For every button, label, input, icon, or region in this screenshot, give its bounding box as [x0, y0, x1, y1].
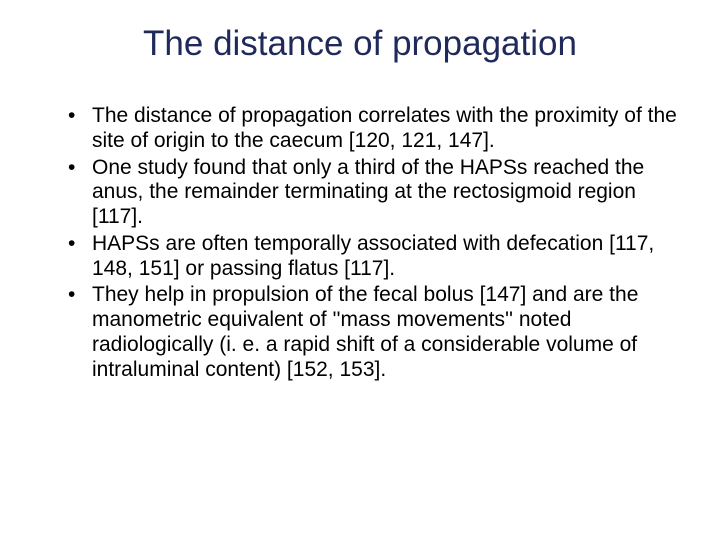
bullet-item: One study found that only a third of the…	[68, 156, 680, 230]
slide-title: The distance of propagation	[40, 24, 680, 64]
bullet-item: HAPSs are often temporally associated wi…	[68, 232, 680, 282]
slide-container: The distance of propagation The distance…	[0, 0, 720, 540]
bullet-item: They help in propulsion of the fecal bol…	[68, 283, 680, 382]
bullet-item: The distance of propagation correlates w…	[68, 104, 680, 154]
bullet-list: The distance of propagation correlates w…	[40, 104, 680, 382]
